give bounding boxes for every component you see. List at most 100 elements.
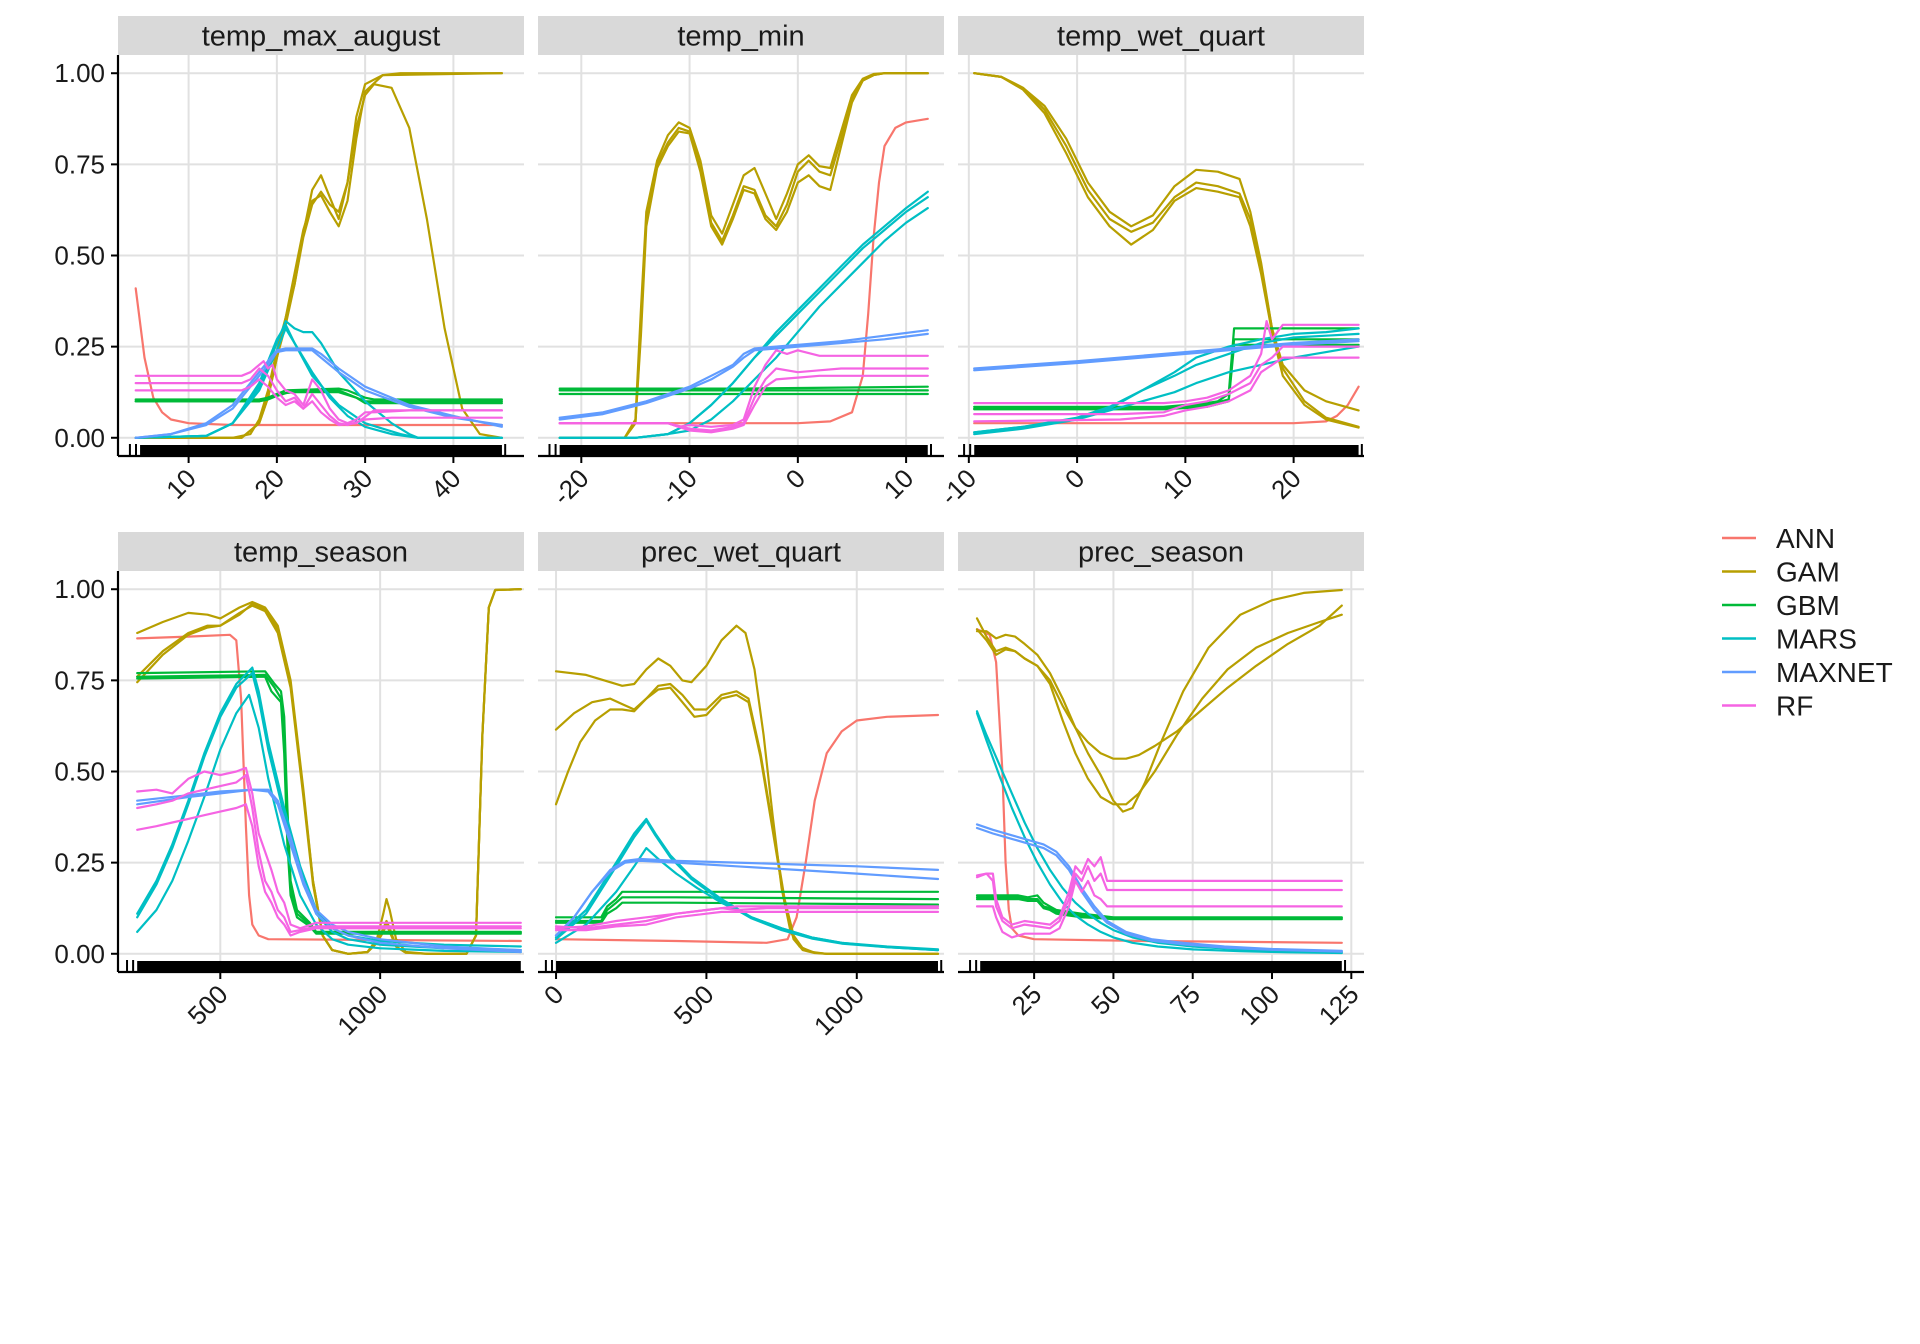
series-line-mars-temp-season [136,672,522,952]
series-line-mars-prec-wet-quart [554,847,940,952]
series-line-maxnet-temp-wet-quart [973,340,1360,372]
series-line-gam-temp-wet-quart [973,72,1360,429]
legend-label-maxnet: MAXNET [1776,657,1893,688]
series-line-gam-temp-wet-quart [973,72,1360,428]
panel-prec-wet-quart: prec_wet_quart 0 500 1000 [538,532,944,1041]
series-line-gbm-temp-max-august [134,391,503,405]
y-tick-label-temp-max-august: 0.00 [54,423,105,453]
series-line-gam-prec-season [975,604,1343,760]
series-line-mars-prec-wet-quart [554,817,940,951]
rug-temp-min [548,444,933,456]
series-line-rf-prec-wet-quart [554,910,940,932]
series-line-mars-temp-wet-quart [973,345,1360,434]
y-tick-label-temp-max-august: 0.25 [54,332,105,362]
series-line-gbm-temp-season [136,675,522,935]
series-line-ann-temp-max-august [134,287,503,427]
strip-prec-season [958,532,1364,571]
y-tick-label-temp-max-august: 1.00 [54,58,105,88]
series-line-gam-temp-min [558,72,929,439]
x-tick-label-temp-max-august: 10 [160,463,202,505]
series-line-maxnet-temp-min [558,332,929,421]
strip-label-temp-season: temp_season [234,537,408,569]
strip-label-temp-wet-quart: temp_wet_quart [1057,21,1265,53]
series-line-mars-prec-season [975,710,1343,954]
x-tick-label-prec-wet-quart: 1000 [808,979,870,1041]
series-line-maxnet-prec-season [975,823,1343,952]
x-tick-label-temp-wet-quart: 20 [1265,463,1307,505]
x-tick-label-temp-season: 500 [182,979,234,1031]
series-group-temp-wet-quart [973,72,1360,436]
strip-temp-max-august [118,16,524,55]
x-tick-label-prec-season: 125 [1313,979,1365,1031]
y-tick-label-temp-season: 1.00 [54,574,105,604]
rug-band-temp-season [137,961,521,972]
series-line-rf-temp-max-august [134,378,503,427]
x-tick-label-prec-season: 25 [1006,979,1048,1021]
series-group-temp-season [136,588,522,955]
series-line-gam-temp-max-august [134,72,503,439]
series-line-rf-temp-season [136,766,522,930]
series-line-mars-temp-min [558,196,929,439]
x-tick-label-prec-season: 100 [1233,979,1285,1031]
x-tick-label-temp-min: 10 [878,463,920,505]
series-line-mars-temp-max-august [134,327,503,439]
series-line-mars-temp-min [558,190,929,439]
x-tick-label-temp-max-august: 30 [337,463,379,505]
rug-prec-wet-quart [544,960,943,972]
panel-temp-wet-quart: temp_wet_quart -10 0 10 20 [934,16,1364,511]
x-tick-label-temp-min: 0 [780,463,811,494]
x-tick-label-temp-wet-quart: -10 [934,463,982,511]
panel-temp-max-august: temp_max_august 10 20 30 40 0.00 0.25 0.50 0.75 1… [54,16,524,505]
series-line-rf-temp-wet-quart [973,356,1360,423]
rug-band-temp-wet-quart [974,445,1359,456]
series-line-rf-temp-season [136,803,522,937]
series-line-rf-prec-season [975,879,1343,939]
x-tick-label-prec-season: 75 [1164,979,1206,1021]
series-line-maxnet-temp-min [558,329,929,419]
strip-prec-wet-quart [538,532,944,571]
series-line-maxnet-temp-season [136,788,522,954]
x-tick-label-temp-wet-quart: 0 [1059,463,1090,494]
x-tick-label-temp-max-august: 40 [425,463,467,505]
series-line-maxnet-temp-max-august [134,347,503,439]
x-tick-label-temp-max-august: 20 [248,463,290,505]
rug-band-temp-min [559,445,928,456]
panel-prec-season: prec_season 25 50 75 100 125 [958,532,1365,1031]
series-line-gam-prec-season [975,588,1343,813]
series-line-mars-temp-season [136,693,522,954]
series-line-maxnet-temp-wet-quart [973,338,1360,370]
legend-label-rf: RF [1776,691,1813,722]
series-line-rf-prec-season [975,865,1343,930]
panel-temp-min: temp_min -20 -10 0 10 [538,16,944,511]
series-line-gbm-prec-season [975,898,1343,921]
rug-band-temp-max-august [140,445,502,456]
y-tick-label-temp-season: 0.75 [54,665,105,695]
x-tick-label-temp-wet-quart: 10 [1157,463,1199,505]
x-tick-label-temp-season: 1000 [331,979,393,1041]
y-tick-label-temp-season: 0.25 [54,848,105,878]
rug-temp-max-august [128,444,507,456]
series-group-prec-season [975,588,1343,955]
series-line-gbm-temp-season [136,673,522,934]
y-tick-label-temp-season: 0.50 [54,757,105,787]
rug-band-prec-wet-quart [556,961,938,972]
x-tick-label-prec-wet-quart: 500 [668,979,720,1031]
series-line-mars-prec-season [975,712,1343,955]
series-line-rf-prec-season [975,856,1343,926]
series-line-maxnet-prec-season [975,826,1343,953]
legend-label-ann: ANN [1776,523,1835,554]
legend-label-gam: GAM [1776,557,1840,588]
series-group-temp-min [558,72,929,439]
series-line-mars-prec-wet-quart [554,819,940,952]
series-line-rf-temp-min [558,374,929,434]
series-line-mars-temp-season [136,666,522,948]
series-line-gam-temp-wet-quart [973,72,1360,412]
rug-prec-season [969,960,1347,972]
series-line-maxnet-temp-season [136,788,522,952]
series-line-gam-prec-wet-quart [554,686,940,955]
y-tick-label-temp-max-august: 0.50 [54,241,105,271]
series-group-temp-max-august [134,72,503,439]
series-line-ann-temp-season [136,633,522,943]
x-tick-label-prec-wet-quart: 0 [538,979,569,1010]
x-tick-label-temp-min: -20 [547,463,595,511]
